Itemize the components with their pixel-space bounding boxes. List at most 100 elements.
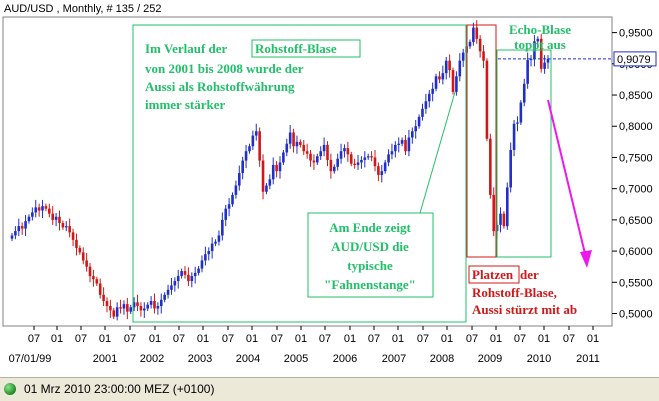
candle-body bbox=[241, 160, 244, 174]
x-axis-year-label: 2010 bbox=[527, 353, 551, 365]
annotation-platzen-line: Aussi stürzt mit ab bbox=[472, 302, 577, 317]
candle-body bbox=[44, 206, 48, 209]
y-tick-label: 0,5000 bbox=[619, 309, 653, 321]
candle-body bbox=[71, 232, 75, 240]
candle-body bbox=[244, 151, 248, 161]
candle-body bbox=[126, 304, 129, 312]
candle-body bbox=[329, 159, 333, 172]
annotation-platzen-boxed: Platzen bbox=[472, 267, 514, 282]
candle-body bbox=[346, 148, 350, 155]
candle-body bbox=[231, 194, 234, 205]
candle-body bbox=[431, 88, 434, 94]
annotation-echo-line: Echo-Blase bbox=[509, 22, 571, 37]
x-tick-label: 01 bbox=[246, 333, 258, 345]
candle-body bbox=[414, 126, 417, 132]
candle-body bbox=[119, 307, 122, 309]
candle-body bbox=[24, 221, 27, 229]
candle-body bbox=[258, 131, 261, 161]
candle-body bbox=[282, 152, 285, 163]
candle-body bbox=[265, 185, 268, 192]
candle-body bbox=[485, 60, 489, 139]
candle-body bbox=[92, 276, 95, 280]
candle-body bbox=[302, 144, 306, 152]
candle-body bbox=[356, 162, 360, 165]
candle-body bbox=[319, 151, 323, 157]
x-tick-label: 07 bbox=[173, 333, 185, 345]
candle-body bbox=[441, 73, 445, 80]
candle-body bbox=[146, 304, 149, 309]
x-tick-label: 07 bbox=[28, 333, 40, 345]
x-tick-label: 07 bbox=[368, 333, 380, 345]
annotation-rohstoff-line-1a: Im Verlauf der bbox=[145, 41, 228, 56]
candle-body bbox=[526, 60, 529, 84]
y-tick-label: 0,8000 bbox=[619, 121, 653, 133]
x-tick-label: 07 bbox=[271, 333, 283, 345]
candle-body bbox=[370, 156, 373, 158]
candle-body bbox=[444, 60, 448, 74]
candle-body bbox=[75, 239, 78, 248]
candle-body bbox=[512, 123, 516, 150]
x-axis-year-label: 2011 bbox=[576, 353, 600, 365]
candle-body bbox=[207, 251, 211, 255]
candle-body bbox=[278, 162, 282, 172]
candle-body bbox=[417, 116, 421, 127]
annotation-fahnenstange-line: "Fahnenstange" bbox=[324, 277, 416, 292]
candle-body bbox=[543, 62, 546, 69]
candle-body bbox=[197, 268, 200, 273]
candle-body bbox=[363, 157, 367, 160]
x-axis-year-label: 07/01/99 bbox=[9, 353, 52, 365]
candle-body bbox=[316, 156, 319, 163]
candle-body bbox=[288, 132, 292, 144]
candle-body bbox=[64, 226, 68, 228]
candle-body bbox=[366, 156, 370, 158]
annotation-fahnenstange-line: AUD/USD die bbox=[331, 239, 409, 254]
candle-body bbox=[353, 163, 356, 165]
x-axis-year-label: 2003 bbox=[188, 353, 212, 365]
status-datetime: 01 Mrz 2010 23:00:00 MEZ (+0100) bbox=[24, 382, 215, 396]
candle-body bbox=[394, 144, 397, 152]
y-tick-label: 0,9500 bbox=[619, 28, 653, 40]
annotation-box-rohstoff-blase bbox=[132, 24, 467, 323]
candle-body bbox=[475, 27, 479, 39]
candle-body bbox=[143, 308, 146, 311]
candle-body bbox=[200, 260, 204, 269]
candle-body bbox=[383, 162, 387, 172]
candle-body bbox=[349, 154, 353, 164]
candle-body bbox=[105, 301, 109, 307]
candle-body bbox=[214, 241, 217, 244]
candle-body bbox=[68, 226, 71, 233]
annotation-rohstoff-line: Aussi als Rohstoffwährung bbox=[145, 79, 295, 94]
candle-body bbox=[438, 76, 441, 80]
candle-body bbox=[159, 299, 163, 307]
candle-body bbox=[309, 153, 312, 161]
price-chart[interactable]: AUD/USD , Monthly, # 135 / 252 0,5000 0,55… bbox=[0, 0, 659, 377]
annotation-pointer-line bbox=[419, 91, 456, 214]
candle-body bbox=[489, 138, 492, 195]
candle-body bbox=[149, 301, 153, 305]
candle-body bbox=[112, 310, 116, 317]
candle-body bbox=[292, 132, 295, 147]
candle-body bbox=[295, 141, 299, 147]
x-tick-label: 07 bbox=[466, 333, 478, 345]
x-tick-label: 07 bbox=[124, 333, 136, 345]
candle-body bbox=[472, 27, 475, 42]
candle-body bbox=[312, 160, 316, 163]
candle-body bbox=[451, 70, 455, 92]
candle-body bbox=[10, 235, 14, 239]
candle-body bbox=[380, 171, 384, 175]
candle-body bbox=[455, 76, 458, 92]
candle-body bbox=[458, 60, 462, 77]
annotation-platzen-frame bbox=[468, 265, 520, 284]
current-price-label: 0,9079 bbox=[617, 54, 651, 66]
candle-body bbox=[78, 247, 82, 253]
candle-body bbox=[187, 274, 190, 282]
candle-body bbox=[227, 204, 231, 209]
y-tick-label: 0,6500 bbox=[619, 215, 653, 227]
x-axis-year-label: 2002 bbox=[140, 353, 164, 365]
candle-body bbox=[377, 166, 380, 175]
forecast-arrow-head bbox=[580, 250, 592, 268]
x-tick-label: 01 bbox=[51, 333, 63, 345]
candle-body bbox=[522, 83, 526, 103]
candle-body bbox=[41, 206, 44, 211]
